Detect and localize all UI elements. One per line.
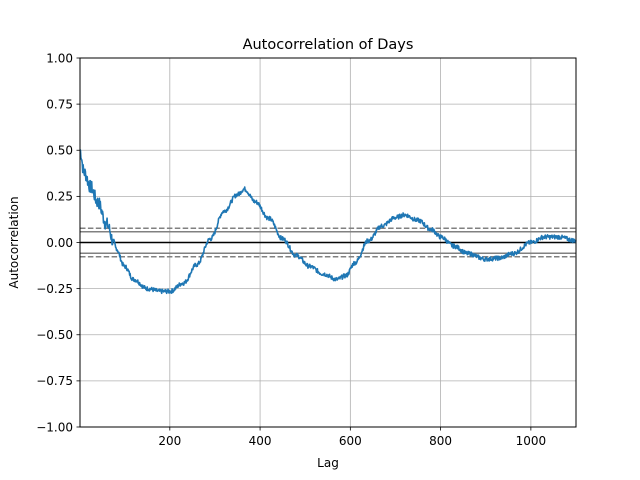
series-layer [79,149,577,295]
y-tick-label: 0.00 [46,236,73,250]
x-axis-ticks: 200 400 600 800 1000 [158,427,546,448]
y-tick-label: 1.00 [46,51,73,65]
x-tick-label: 800 [429,434,452,448]
x-tick-label: 600 [339,434,362,448]
y-axis-label: Autocorrelation [7,196,21,288]
chart-title: Autocorrelation of Days [243,37,414,53]
y-tick-label: 0.25 [46,190,73,204]
y-tick-label: 0.50 [46,144,73,158]
y-tick-label: −0.25 [36,282,73,296]
x-tick-label: 200 [158,434,181,448]
autocorrelation-series-line [79,149,577,295]
y-tick-label: 0.75 [46,97,73,111]
x-tick-label: 400 [249,434,272,448]
x-axis-label: Lag [317,456,339,470]
y-tick-label: −1.00 [36,420,73,434]
y-axis-ticks: −1.00 −0.75 −0.50 −0.25 0.00 0.25 0.50 0.75 1.00 [36,51,80,434]
y-tick-label: −0.75 [36,374,73,388]
y-tick-label: −0.50 [36,328,73,342]
x-tick-label: 1000 [516,434,547,448]
